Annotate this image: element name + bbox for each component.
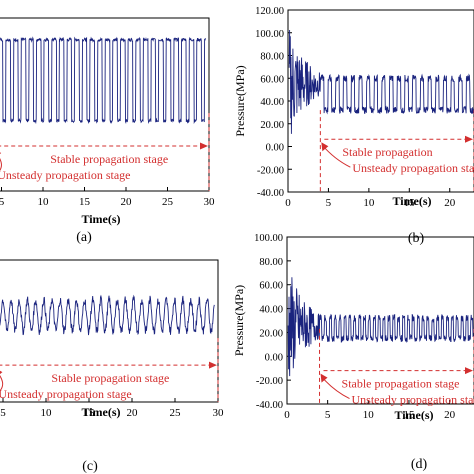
- series-line: [0, 294, 215, 336]
- x-tick-label: 20: [121, 196, 133, 208]
- x-axis-label: Time(s): [81, 212, 120, 226]
- stable-stage-arrowhead: [465, 135, 473, 143]
- y-tick-label: -40.00: [256, 400, 283, 411]
- x-tick-label: 20: [127, 407, 139, 419]
- y-tick-label: 60.00: [259, 281, 283, 292]
- panel-caption: (a): [76, 230, 92, 245]
- stable-stage-label: Stable propagation stage: [342, 377, 460, 391]
- y-tick-label: 20.00: [260, 120, 284, 131]
- stable-stage-label: Stable propagation stage: [51, 371, 169, 385]
- y-tick-label: -20.00: [256, 376, 283, 387]
- y-tick-label: -40.00: [257, 188, 284, 199]
- stable-stage-label: Stable propagation stage: [50, 152, 168, 166]
- panel-caption: (c): [82, 459, 98, 474]
- x-tick-label: 15: [403, 409, 415, 421]
- x-tick-label: 30: [213, 407, 225, 419]
- unsteady-pointer-head: [320, 373, 328, 383]
- series-line: [288, 29, 474, 134]
- panel-c: 5 10 15 20 25 30 Stable propagation stage Unste…: [0, 259, 225, 474]
- x-tick-label: 5: [326, 197, 332, 209]
- stable-stage-arrowhead: [465, 367, 473, 375]
- stable-stage-arrowhead: [209, 361, 217, 369]
- unsteady-pointer-head: [0, 370, 3, 375]
- series-line: [287, 277, 474, 377]
- x-axis-label: Time(s): [392, 194, 431, 208]
- stable-stage-arrowhead: [200, 142, 208, 150]
- unsteady-stage-label: Unsteady propagation stage: [352, 161, 474, 175]
- panel-b: 0 5 10 15 20 120.00 100.00 80.00 60.00 40.00 20.00…: [233, 6, 474, 246]
- x-tick-label: 25: [170, 407, 182, 419]
- x-axis-label: Time(s): [81, 405, 120, 419]
- y-tick-label: -20.00: [257, 165, 284, 176]
- x-tick-label: 0: [284, 409, 290, 421]
- x-tick-label: 20: [444, 197, 456, 209]
- x-axis-label: Time(s): [394, 408, 433, 422]
- panel-d: 0 5 10 15 20 100.00 80.00 60.00 40.00 20.00 0.00 -2…: [232, 233, 474, 472]
- unsteady-pointer: [0, 375, 4, 392]
- unsteady-stage-label: Unsteady propagation stage: [0, 387, 132, 401]
- x-tick-label: 15: [79, 196, 91, 208]
- unsteady-stage-label: Unsteady propagation stage: [0, 168, 130, 182]
- x-tick-label: 0: [285, 197, 291, 209]
- series-line: [0, 36, 206, 125]
- unsteady-pointer: [0, 158, 2, 171]
- panel-caption: (d): [411, 457, 428, 472]
- y-tick-label: 40.00: [260, 97, 284, 108]
- y-tick-label: 120.00: [255, 6, 284, 17]
- x-tick-label: 20: [444, 409, 456, 421]
- panel-a: 5 10 15 20 25 30 Stable propagation stage Unste…: [0, 17, 216, 245]
- unsteady-pointer-head: [321, 142, 329, 152]
- y-tick-label: 40.00: [259, 305, 283, 316]
- x-tick-label: 15: [404, 197, 416, 209]
- x-tick-label: 10: [363, 197, 375, 209]
- x-tick-label: 5: [0, 407, 6, 419]
- x-tick-label: 30: [204, 196, 216, 208]
- plot-frame: [286, 236, 474, 405]
- y-tick-label: 60.00: [260, 74, 284, 85]
- panel-caption: (b): [408, 231, 425, 246]
- x-tick-label: 10: [41, 407, 53, 419]
- y-tick-label: 20.00: [259, 328, 283, 339]
- y-tick-label: 80.00: [260, 52, 284, 63]
- x-tick-label: 25: [162, 196, 174, 208]
- y-tick-label: 100.00: [255, 29, 284, 40]
- x-tick-label: 5: [325, 409, 331, 421]
- y-tick-label: 0.00: [266, 143, 284, 154]
- x-tick-label: 10: [363, 409, 375, 421]
- unsteady-pointer-head: [0, 152, 2, 155]
- y-tick-label: 100.00: [254, 233, 283, 244]
- y-tick-label: 0.00: [265, 352, 283, 363]
- x-tick-label: 5: [0, 196, 5, 208]
- y-tick-label: 80.00: [259, 257, 283, 268]
- y-axis-label: Pressure(MPa): [233, 65, 247, 136]
- y-axis-label: Pressure(MPa): [232, 285, 246, 356]
- unsteady-stage-label: Unsteady propagation stage: [352, 393, 474, 407]
- x-tick-label: 10: [38, 196, 50, 208]
- x-tick-label: 15: [84, 407, 96, 419]
- stable-stage-label: Stable propagation: [342, 145, 432, 159]
